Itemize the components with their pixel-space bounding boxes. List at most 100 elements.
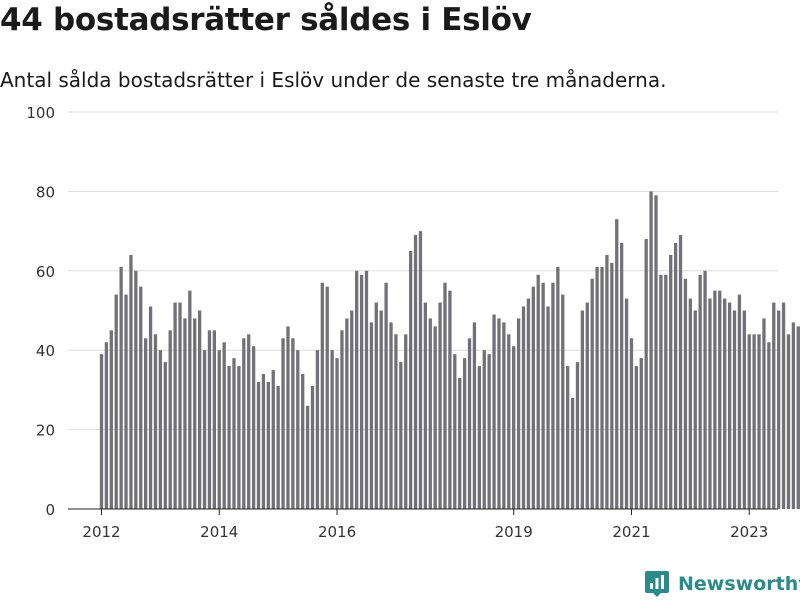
bar (615, 219, 619, 509)
bar (144, 338, 148, 509)
bar (747, 334, 751, 509)
bar (134, 270, 138, 509)
bar (114, 294, 118, 509)
bar (723, 298, 727, 509)
bar (462, 358, 467, 509)
bar (247, 334, 251, 509)
bar (291, 338, 295, 509)
bar (173, 302, 177, 509)
bar (423, 302, 428, 509)
bar (762, 318, 766, 509)
brand-name: Newsworthy (678, 573, 800, 595)
bar (512, 346, 516, 509)
bar (222, 342, 226, 509)
bar (99, 354, 104, 509)
bar (374, 302, 378, 509)
newsworthy-logo-icon (645, 571, 669, 597)
bar (732, 310, 737, 509)
bar (276, 385, 280, 509)
bar (516, 318, 521, 509)
bar (315, 350, 320, 509)
bar (281, 338, 285, 509)
bar (624, 298, 629, 509)
bar (487, 354, 491, 509)
bar (502, 322, 506, 509)
bar (109, 330, 113, 509)
bar (678, 235, 683, 509)
bar (242, 338, 246, 509)
bar (786, 334, 791, 509)
bar (688, 298, 692, 509)
bar (433, 326, 437, 509)
bar (237, 366, 241, 509)
bar (168, 330, 172, 509)
bar (384, 282, 388, 509)
bar (546, 306, 550, 509)
bar (664, 274, 668, 509)
bar (629, 338, 634, 509)
y-tick-label: 60 (36, 263, 55, 281)
bar (330, 350, 334, 509)
bar (605, 254, 609, 509)
x-tick-label: 2012 (82, 523, 120, 541)
bar (453, 354, 457, 509)
bar (163, 362, 167, 509)
bar (708, 298, 712, 509)
bar (570, 397, 575, 509)
bar (693, 310, 697, 509)
bar (634, 366, 639, 509)
bar (438, 302, 442, 509)
bar (379, 310, 383, 509)
chart-subtitle: Antal sålda bostadsrätter i Eslöv under … (0, 68, 667, 92)
bar (418, 231, 423, 509)
bar (335, 358, 339, 509)
y-tick-label: 40 (36, 342, 55, 360)
bar (590, 278, 594, 509)
bar (129, 254, 133, 509)
bar (124, 294, 128, 509)
bar (566, 366, 570, 509)
bar (757, 334, 761, 509)
bar (413, 235, 418, 509)
bar (207, 330, 212, 509)
bar (183, 318, 187, 509)
bar (497, 318, 501, 509)
bar (266, 381, 270, 509)
bar (232, 358, 236, 509)
bar (256, 381, 261, 509)
bar (271, 370, 275, 509)
bar (531, 286, 535, 509)
bar (428, 318, 432, 509)
bar (781, 302, 786, 509)
bar (669, 254, 673, 509)
bar (345, 318, 349, 509)
bar (536, 274, 540, 509)
bar (158, 350, 163, 509)
bar (227, 366, 231, 509)
bar (389, 322, 393, 509)
bar (472, 322, 477, 509)
bar (673, 243, 678, 509)
y-tick-label: 20 (36, 422, 55, 440)
bar (737, 294, 742, 509)
bar (718, 290, 722, 509)
bar-series (99, 191, 800, 510)
x-tick-label: 2014 (200, 523, 238, 541)
y-tick-label: 0 (45, 501, 55, 519)
bar (654, 195, 658, 509)
bar (541, 282, 545, 509)
y-tick-label: 80 (36, 183, 55, 201)
bar (477, 366, 481, 509)
x-axis-ticks: 2012201420162019202120232025 (82, 509, 768, 541)
bar (777, 310, 781, 509)
bar (251, 346, 256, 509)
bar (197, 310, 202, 509)
bar (458, 377, 462, 509)
bar (595, 266, 599, 509)
x-tick-label: 2019 (495, 523, 533, 541)
bar (404, 334, 408, 509)
bar (148, 306, 153, 509)
bar (796, 326, 800, 509)
bar (585, 302, 589, 509)
bar (325, 286, 329, 509)
